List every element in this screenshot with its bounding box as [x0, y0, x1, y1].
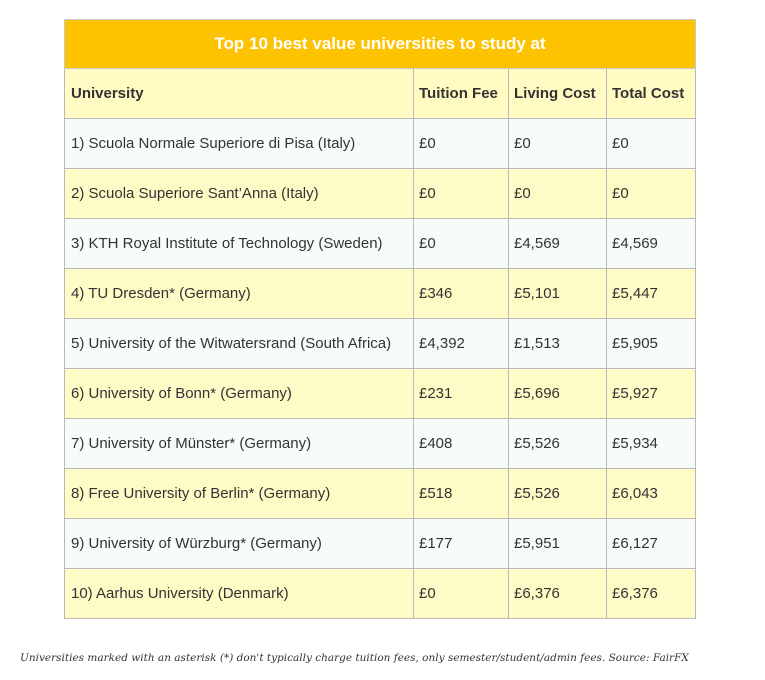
cell-living-cost: £1,513 — [508, 318, 607, 369]
cell-living-cost: £4,569 — [508, 218, 607, 269]
table-row: 2) Scuola Superiore Sant’Anna (Italy) £0… — [64, 168, 697, 219]
cell-living-cost: £5,101 — [508, 268, 607, 319]
cell-total-cost: £0 — [605, 168, 697, 219]
title-row: Top 10 best value universities to study … — [63, 19, 697, 69]
table-row: 4) TU Dresden* (Germany) £346 £5,101 £5,… — [64, 268, 697, 319]
table-row: 3) KTH Royal Institute of Technology (Sw… — [64, 218, 697, 269]
cell-tuition-fee: £0 — [413, 218, 509, 269]
cell-tuition-fee: £4,392 — [413, 318, 509, 369]
cell-tuition-fee: £177 — [413, 518, 509, 569]
header-row: University Tuition Fee Living Cost Total… — [64, 68, 697, 119]
cell-tuition-fee: £231 — [413, 368, 509, 419]
table-row: 7) University of Münster* (Germany) £408… — [64, 418, 697, 469]
header-university: University — [64, 68, 414, 119]
cell-total-cost: £5,447 — [605, 268, 697, 319]
cell-living-cost: £5,696 — [508, 368, 607, 419]
cell-university: 8) Free University of Berlin* (Germany) — [64, 468, 414, 519]
cell-university: 7) University of Münster* (Germany) — [64, 418, 414, 469]
cell-tuition-fee: £408 — [413, 418, 509, 469]
cell-living-cost: £5,951 — [508, 518, 607, 569]
cell-total-cost: £6,043 — [605, 468, 697, 519]
cell-tuition-fee: £0 — [413, 568, 509, 619]
header-tuition-fee: Tuition Fee — [413, 68, 509, 119]
cell-total-cost: £0 — [605, 118, 697, 169]
universities-table-container: Top 10 best value universities to study … — [63, 19, 697, 619]
cell-total-cost: £6,127 — [605, 518, 697, 569]
cell-living-cost: £0 — [508, 168, 607, 219]
cell-living-cost: £0 — [508, 118, 607, 169]
table-row: 1) Scuola Normale Superiore di Pisa (Ita… — [64, 118, 697, 169]
cell-living-cost: £6,376 — [508, 568, 607, 619]
cell-living-cost: £5,526 — [508, 418, 607, 469]
table-title: Top 10 best value universities to study … — [63, 19, 697, 69]
cell-total-cost: £4,569 — [605, 218, 697, 269]
header-total-cost: Total Cost — [605, 68, 697, 119]
table-row: 6) University of Bonn* (Germany) £231 £5… — [64, 368, 697, 419]
header-living-cost: Living Cost — [508, 68, 607, 119]
cell-total-cost: £5,905 — [605, 318, 697, 369]
table-row: 5) University of the Witwatersrand (Sout… — [64, 318, 697, 369]
cell-tuition-fee: £0 — [413, 168, 509, 219]
footnote: Universities marked with an asterisk (*)… — [20, 652, 689, 664]
cell-university: 5) University of the Witwatersrand (Sout… — [64, 318, 414, 369]
cell-university: 2) Scuola Superiore Sant’Anna (Italy) — [64, 168, 414, 219]
cell-university: 4) TU Dresden* (Germany) — [64, 268, 414, 319]
table-row: 10) Aarhus University (Denmark) £0 £6,37… — [64, 568, 697, 619]
cell-living-cost: £5,526 — [508, 468, 607, 519]
cell-university: 10) Aarhus University (Denmark) — [64, 568, 414, 619]
cell-total-cost: £5,927 — [605, 368, 697, 419]
cell-university: 6) University of Bonn* (Germany) — [64, 368, 414, 419]
cell-tuition-fee: £346 — [413, 268, 509, 319]
cell-university: 9) University of Würzburg* (Germany) — [64, 518, 414, 569]
cell-tuition-fee: £518 — [413, 468, 509, 519]
table-row: 9) University of Würzburg* (Germany) £17… — [64, 518, 697, 569]
table-row: 8) Free University of Berlin* (Germany) … — [64, 468, 697, 519]
cell-university: 1) Scuola Normale Superiore di Pisa (Ita… — [64, 118, 414, 169]
cell-university: 3) KTH Royal Institute of Technology (Sw… — [64, 218, 414, 269]
cell-tuition-fee: £0 — [413, 118, 509, 169]
universities-table: Top 10 best value universities to study … — [63, 19, 697, 619]
cell-total-cost: £6,376 — [605, 568, 697, 619]
cell-total-cost: £5,934 — [605, 418, 697, 469]
